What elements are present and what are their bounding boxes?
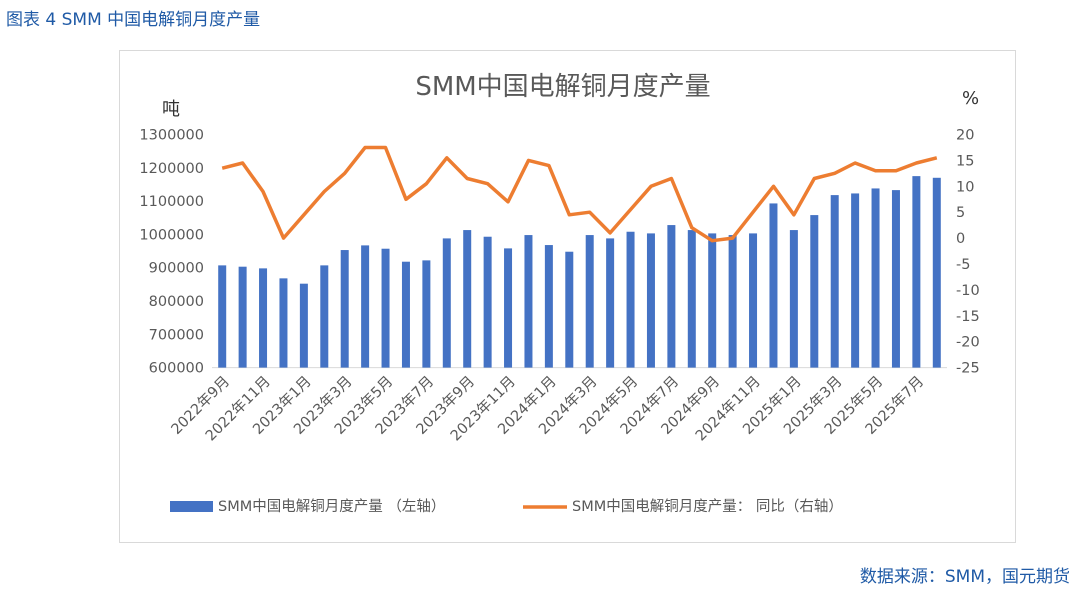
bar bbox=[585, 235, 594, 368]
legend-bar-swatch bbox=[170, 501, 213, 512]
y-right-tick-label: 5 bbox=[956, 205, 965, 221]
bar bbox=[504, 248, 513, 368]
y-right-tick-label: -20 bbox=[956, 335, 980, 351]
bar bbox=[442, 238, 451, 368]
bar bbox=[891, 190, 900, 368]
bar bbox=[769, 203, 778, 368]
bar bbox=[728, 235, 737, 368]
bar bbox=[789, 230, 798, 368]
y-left-tick-label: 900000 bbox=[149, 261, 204, 277]
y-right-tick-label: 15 bbox=[956, 153, 974, 169]
bar bbox=[279, 278, 288, 368]
bar bbox=[483, 236, 492, 368]
y-right-tick-label: 0 bbox=[956, 231, 965, 247]
bar bbox=[463, 230, 472, 368]
chart-frame bbox=[119, 50, 1016, 543]
bar bbox=[381, 248, 390, 368]
bar bbox=[340, 250, 349, 368]
bar bbox=[218, 265, 227, 368]
y-left-tick-label: 600000 bbox=[149, 361, 204, 377]
figure-caption: 图表 4 SMM 中国电解铜月度产量 bbox=[6, 10, 261, 30]
bar bbox=[667, 225, 676, 368]
bar bbox=[912, 176, 921, 368]
y-right-unit: % bbox=[962, 88, 979, 109]
bar bbox=[749, 233, 758, 368]
bar bbox=[626, 231, 635, 368]
bar bbox=[422, 260, 431, 368]
y-right-tick-label: 20 bbox=[956, 128, 974, 144]
y-right-tick-label: -5 bbox=[956, 257, 970, 273]
y-left-tick-label: 1000000 bbox=[139, 227, 204, 243]
y-left-tick-label: 1300000 bbox=[139, 128, 204, 144]
y-left-tick-label: 800000 bbox=[149, 294, 204, 310]
y-right-tick-label: -15 bbox=[956, 309, 980, 325]
bar bbox=[810, 215, 819, 368]
bar bbox=[687, 230, 696, 368]
bar bbox=[606, 238, 615, 368]
y-right-tick-label: -25 bbox=[956, 361, 980, 377]
bar bbox=[320, 265, 329, 368]
legend-line-label: SMM中国电解铜月度产量： 同比（右轴） bbox=[572, 498, 843, 515]
y-right-tick-label: -10 bbox=[956, 283, 980, 299]
bar bbox=[401, 261, 410, 368]
y-left-tick-label: 700000 bbox=[149, 327, 204, 343]
legend: SMM中国电解铜月度产量 （左轴） SMM中国电解铜月度产量： 同比（右轴） bbox=[170, 498, 843, 515]
legend-bar-label: SMM中国电解铜月度产量 （左轴） bbox=[218, 498, 445, 515]
bar bbox=[708, 233, 717, 368]
bar bbox=[851, 193, 860, 368]
bar bbox=[259, 268, 268, 368]
bar bbox=[830, 195, 839, 368]
y-left-tick-label: 1100000 bbox=[139, 194, 204, 210]
bar bbox=[299, 283, 308, 368]
chart-title: SMM中国电解铜月度产量 bbox=[415, 72, 710, 102]
y-right-tick-label: 10 bbox=[956, 179, 974, 195]
bar bbox=[565, 251, 574, 368]
y-left-tick-label: 1200000 bbox=[139, 161, 204, 177]
bar bbox=[524, 235, 533, 368]
bar bbox=[238, 266, 247, 368]
bar bbox=[646, 233, 655, 368]
bar bbox=[932, 177, 941, 368]
y-left-unit: 吨 bbox=[162, 99, 180, 120]
bar bbox=[544, 245, 553, 368]
bar bbox=[361, 245, 370, 368]
data-source: 数据来源：SMM，国元期货 bbox=[859, 567, 1070, 587]
bar bbox=[871, 188, 880, 368]
yoy-line bbox=[221, 145, 938, 243]
